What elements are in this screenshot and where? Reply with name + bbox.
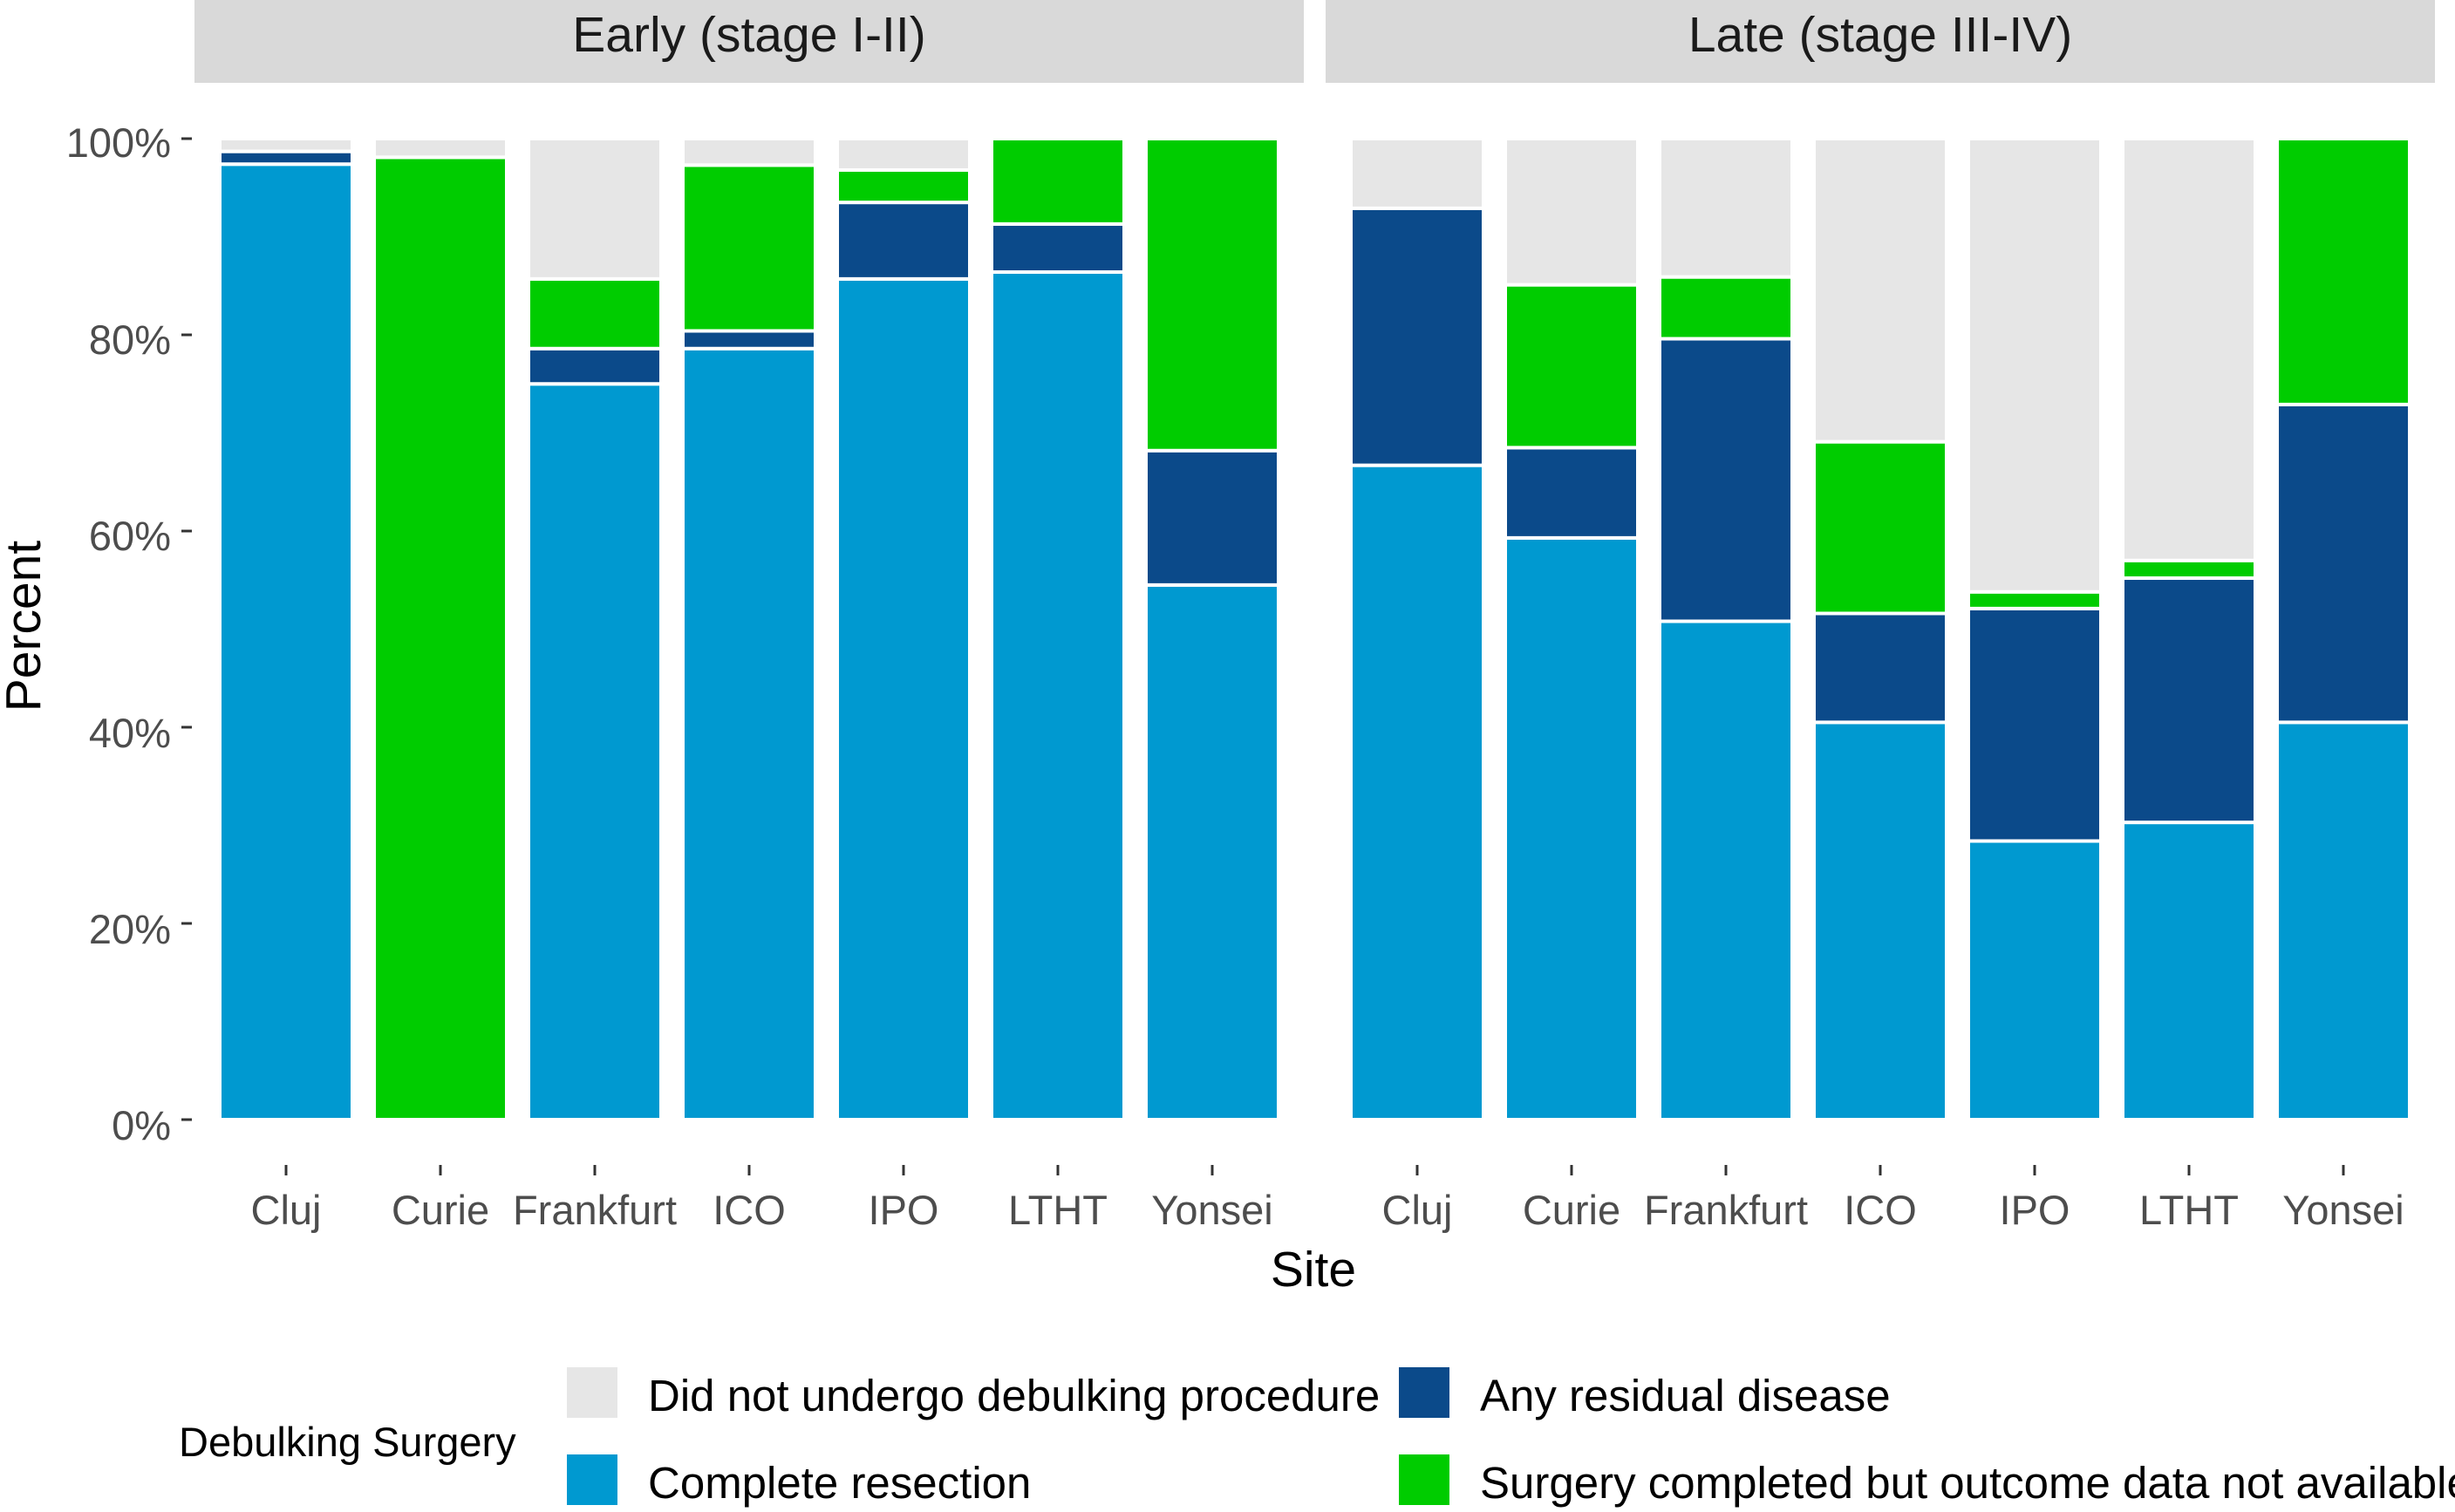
x-tick-label-late-ltht: LTHT	[2139, 1187, 2239, 1233]
legend-label-any-residual: Any residual disease	[1480, 1371, 1891, 1420]
bar-late-yonsei-any-residual-disease	[2275, 402, 2411, 725]
y-axis: 0% 20% 40% 60% 80% 100%	[66, 119, 171, 1148]
x-tick-label-late-ipo: IPO	[2000, 1187, 2070, 1233]
bar-late-ltht-did-not-undergo-debulking-procedure	[2121, 137, 2257, 562]
bar-late-ltht-surgery-completed-but-outcome-data-not-available	[2121, 558, 2257, 580]
y-tick-marks	[181, 137, 192, 1121]
x-tick-label-early-yonsei: Yonsei	[1151, 1187, 1272, 1233]
facet-strip-late: Late (stage III-IV)	[1326, 0, 2435, 83]
bar-early-cluj-did-not-undergo-debulking-procedure	[218, 137, 354, 153]
bar-late-curie-complete-resection	[1504, 535, 1640, 1121]
y-tick-label-60: 60%	[89, 513, 171, 559]
x-tick-label-late-curie: Curie	[1523, 1187, 1620, 1233]
x-tick-label-late-ico: ICO	[1844, 1187, 1917, 1233]
bar-late-ico-complete-resection	[1812, 720, 1948, 1121]
bar-late-ipo-complete-resection	[1967, 839, 2103, 1121]
y-axis-title: Percent	[0, 541, 51, 712]
bar-late-cluj-did-not-undergo-debulking-procedure	[1349, 137, 1485, 210]
bar-early-frankfurt-surgery-completed-but-outcome-data-not-available	[527, 276, 663, 351]
facet-strip-early-bg	[194, 0, 1304, 83]
x-tick-label-late-yonsei: Yonsei	[2282, 1187, 2404, 1233]
bar-early-ltht-complete-resection	[990, 270, 1126, 1121]
legend-label-complete-resection: Complete resection	[648, 1458, 1031, 1508]
bar-early-curie-did-not-undergo-debulking-procedure	[372, 137, 508, 160]
legend-swatch-any-residual	[1399, 1367, 1449, 1418]
bars-late-panel	[1349, 137, 2411, 1121]
x-tick-label-early-ltht: LTHT	[1008, 1187, 1108, 1233]
legend: Debulking Surgery Did not undergo debulk…	[179, 1367, 2455, 1508]
bar-early-ico-surgery-completed-but-outcome-data-not-available	[681, 163, 817, 333]
bars-early-panel	[218, 137, 1280, 1121]
bar-early-cluj-any-residual-disease	[218, 149, 354, 167]
bar-early-ico-any-residual-disease	[681, 329, 817, 351]
x-tick-label-early-frankfurt: Frankfurt	[513, 1187, 677, 1233]
bar-early-ipo-surgery-completed-but-outcome-data-not-available	[835, 168, 972, 205]
y-tick-label-40: 40%	[89, 710, 171, 756]
facet-strip-early-label: Early (stage I-II)	[572, 7, 925, 63]
y-tick-label-80: 80%	[89, 317, 171, 363]
bar-early-ltht-any-residual-disease	[990, 221, 1126, 274]
bar-early-curie-surgery-completed-but-outcome-data-not-available	[372, 155, 508, 1121]
facet-strip-late-bg	[1326, 0, 2435, 83]
bar-late-cluj-any-residual-disease	[1349, 206, 1485, 467]
legend-swatch-complete-resection	[567, 1454, 617, 1505]
bar-late-frankfurt-did-not-undergo-debulking-procedure	[1658, 137, 1794, 279]
legend-swatch-outcome-na	[1399, 1454, 1449, 1505]
bar-early-ltht-surgery-completed-but-outcome-data-not-available	[990, 137, 1126, 226]
x-tick-label-late-cluj: Cluj	[1382, 1187, 1453, 1233]
bar-early-frankfurt-complete-resection	[527, 382, 663, 1121]
bar-early-yonsei-any-residual-disease	[1144, 448, 1280, 587]
bar-late-frankfurt-any-residual-disease	[1658, 337, 1794, 623]
x-axis-title: Site	[1271, 1242, 1356, 1297]
bar-early-cluj-complete-resection	[218, 162, 354, 1121]
x-tick-label-early-curie: Curie	[392, 1187, 489, 1233]
bar-late-yonsei-surgery-completed-but-outcome-data-not-available	[2275, 137, 2411, 406]
bar-late-ipo-any-residual-disease	[1967, 606, 2103, 843]
legend-swatch-did-not-undergo	[567, 1367, 617, 1418]
x-tick-label-late-frankfurt: Frankfurt	[1644, 1187, 1808, 1233]
bar-early-frankfurt-any-residual-disease	[527, 346, 663, 386]
bar-late-ico-did-not-undergo-debulking-procedure	[1812, 137, 1948, 444]
y-tick-label-100: 100%	[66, 119, 171, 166]
bar-late-ltht-any-residual-disease	[2121, 576, 2257, 825]
bar-late-ltht-complete-resection	[2121, 821, 2257, 1121]
bar-late-ipo-did-not-undergo-debulking-procedure	[1967, 137, 2103, 594]
bar-early-ico-complete-resection	[681, 346, 817, 1121]
x-tick-label-early-ico: ICO	[713, 1187, 786, 1233]
legend-label-outcome-na: Surgery completed but outcome data not a…	[1480, 1458, 2455, 1508]
legend-label-did-not-undergo: Did not undergo debulking procedure	[648, 1371, 1380, 1420]
bar-late-cluj-complete-resection	[1349, 463, 1485, 1121]
bar-late-curie-any-residual-disease	[1504, 446, 1640, 540]
y-tick-label-20: 20%	[89, 906, 171, 952]
facet-strip-late-label: Late (stage III-IV)	[1688, 7, 2072, 63]
bar-late-yonsei-complete-resection	[2275, 720, 2411, 1121]
bar-late-frankfurt-surgery-completed-but-outcome-data-not-available	[1658, 275, 1794, 341]
x-tick-label-early-ipo: IPO	[869, 1187, 939, 1233]
x-tick-label-early-cluj: Cluj	[251, 1187, 322, 1233]
bar-late-ico-surgery-completed-but-outcome-data-not-available	[1812, 439, 1948, 616]
bar-early-frankfurt-did-not-undergo-debulking-procedure	[527, 137, 663, 281]
bar-early-yonsei-surgery-completed-but-outcome-data-not-available	[1144, 137, 1280, 453]
bar-late-frankfurt-complete-resection	[1658, 619, 1794, 1121]
bar-early-ico-did-not-undergo-debulking-procedure	[681, 137, 817, 167]
bar-early-ipo-any-residual-disease	[835, 201, 972, 281]
bar-early-ipo-did-not-undergo-debulking-procedure	[835, 137, 972, 172]
bar-late-curie-surgery-completed-but-outcome-data-not-available	[1504, 283, 1640, 450]
facet-strip-early: Early (stage I-II)	[194, 0, 1304, 83]
bar-late-ico-any-residual-disease	[1812, 611, 1948, 725]
legend-title: Debulking Surgery	[179, 1419, 516, 1465]
bar-late-ipo-surgery-completed-but-outcome-data-not-available	[1967, 589, 2103, 610]
bar-early-ipo-complete-resection	[835, 276, 972, 1121]
y-tick-label-0: 0%	[112, 1102, 171, 1148]
bar-late-curie-did-not-undergo-debulking-procedure	[1504, 137, 1640, 287]
bar-early-yonsei-complete-resection	[1144, 582, 1280, 1121]
x-axis: Cluj Curie Frankfurt ICO IPO LTHT Yonsei Cluj Cu…	[251, 1165, 2404, 1233]
